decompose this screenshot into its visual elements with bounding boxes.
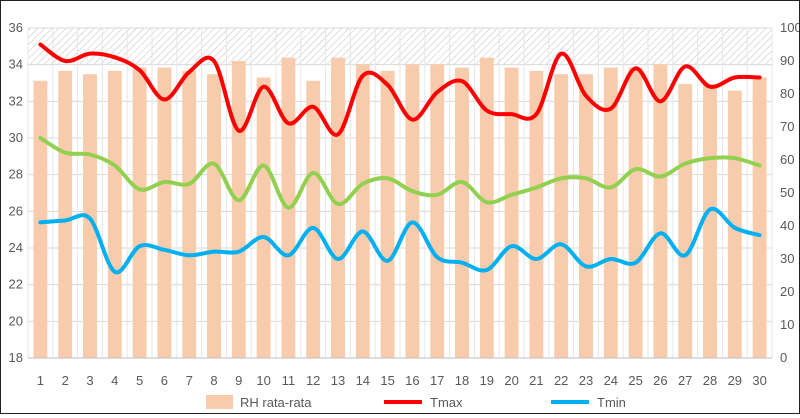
x-axis-tick-label: 28 — [703, 373, 717, 388]
left-axis-tick-label: 20 — [9, 313, 23, 328]
bar — [306, 81, 320, 358]
x-axis-tick-label: 14 — [356, 373, 370, 388]
right-axis: 0 10 20 30 40 50 60 70 80 90 100 — [780, 20, 799, 365]
x-axis-tick-label: 29 — [728, 373, 742, 388]
x-axis-tick-label: 13 — [331, 373, 345, 388]
x-axis-tick-label: 15 — [380, 373, 394, 388]
bar — [232, 61, 246, 358]
right-axis-tick-label: 80 — [780, 86, 794, 101]
x-axis-tick-label: 22 — [554, 373, 568, 388]
right-axis-tick-label: 30 — [780, 251, 794, 266]
right-axis-tick-label: 10 — [780, 317, 794, 332]
x-axis-tick-label: 12 — [306, 373, 320, 388]
x-axis-tick-label: 17 — [430, 373, 444, 388]
x-axis-tick-label: 10 — [256, 373, 270, 388]
right-axis-tick-label: 50 — [780, 185, 794, 200]
x-axis-tick-label: 26 — [653, 373, 667, 388]
bar — [405, 64, 419, 358]
legend-label: Tmax — [430, 395, 463, 410]
right-axis-tick-label: 60 — [780, 152, 794, 167]
legend: RH rata-rata Tmax Tmin — [206, 395, 626, 410]
left-axis-tick-label: 26 — [9, 203, 23, 218]
left-axis-tick-label: 30 — [9, 130, 23, 145]
x-axis-tick-label: 23 — [579, 373, 593, 388]
bar — [257, 78, 271, 359]
bar — [579, 74, 593, 358]
x-axis-tick-label: 21 — [529, 373, 543, 388]
left-axis-tick-label: 36 — [9, 20, 23, 35]
x-axis-tick-label: 1 — [37, 373, 44, 388]
bar — [356, 64, 370, 358]
x-axis-tick-label: 20 — [504, 373, 518, 388]
left-axis-tick-label: 28 — [9, 167, 23, 182]
x-axis-tick-label: 27 — [678, 373, 692, 388]
x-axis-tick-label: 18 — [455, 373, 469, 388]
left-axis: 18 20 22 24 26 28 30 32 34 36 — [9, 20, 23, 365]
legend-label: Tmin — [597, 395, 626, 410]
bar — [430, 64, 444, 358]
bar — [133, 68, 147, 358]
x-axis-tick-label: 9 — [235, 373, 242, 388]
bar — [207, 74, 221, 358]
bar — [753, 78, 767, 359]
legend-label: RH rata-rata — [240, 395, 312, 410]
x-axis-tick-label: 11 — [282, 373, 296, 388]
bar — [505, 68, 519, 358]
x-axis-tick-label: 16 — [405, 373, 419, 388]
x-axis-tick-label: 6 — [161, 373, 168, 388]
bar — [629, 68, 643, 358]
x-axis-tick-label: 24 — [604, 373, 618, 388]
x-axis-tick-label: 19 — [480, 373, 494, 388]
bar — [182, 71, 196, 358]
legend-swatch-bar — [206, 395, 233, 409]
bar — [108, 71, 122, 358]
left-axis-tick-label: 22 — [9, 277, 23, 292]
x-axis-tick-label: 3 — [86, 373, 93, 388]
x-axis-tick-label: 4 — [111, 373, 118, 388]
bar — [33, 81, 47, 358]
x-axis-tick-label: 30 — [752, 373, 766, 388]
right-axis-tick-label: 20 — [780, 284, 794, 299]
left-axis-tick-label: 34 — [9, 57, 23, 72]
right-axis-tick-label: 90 — [780, 53, 794, 68]
bar — [157, 68, 171, 358]
x-axis-tick-label: 25 — [628, 373, 642, 388]
bar — [703, 84, 717, 358]
bar — [331, 58, 345, 358]
x-axis-tick-label: 8 — [210, 373, 217, 388]
right-axis-tick-label: 70 — [780, 119, 794, 134]
right-axis-tick-label: 40 — [780, 218, 794, 233]
bar — [554, 74, 568, 358]
right-axis-tick-label: 100 — [780, 20, 799, 35]
bar — [58, 71, 72, 358]
bar — [381, 71, 395, 358]
x-axis-tick-label: 7 — [186, 373, 193, 388]
right-axis-tick-label: 0 — [780, 350, 787, 365]
left-axis-tick-label: 24 — [9, 240, 23, 255]
left-axis-tick-label: 32 — [9, 93, 23, 108]
bar — [678, 84, 692, 358]
left-axis-tick-label: 18 — [9, 350, 23, 365]
x-axis-tick-label: 2 — [62, 373, 69, 388]
bar — [653, 64, 667, 358]
x-axis-tick-label: 5 — [136, 373, 143, 388]
bar — [455, 68, 469, 358]
